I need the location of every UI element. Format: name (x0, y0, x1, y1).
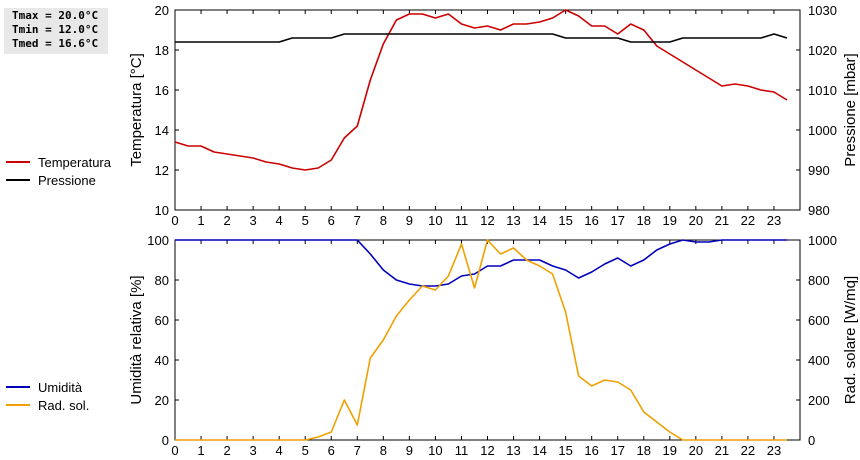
y-tick-label: 80 (155, 273, 169, 288)
x-tick-label: 8 (380, 443, 387, 458)
x-tick-label: 22 (741, 213, 755, 228)
x-tick-label: 7 (354, 443, 361, 458)
x-tick-label: 6 (328, 443, 335, 458)
x-tick-label: 11 (455, 213, 469, 228)
x-tick-label: 5 (302, 443, 309, 458)
x-tick-label: 19 (663, 443, 677, 458)
x-tick-label: 14 (532, 213, 546, 228)
x-tick-label: 22 (741, 443, 755, 458)
y-tick-label: 60 (155, 313, 169, 328)
x-tick-label: 0 (171, 213, 178, 228)
y2-tick-label: 600 (808, 313, 830, 328)
y-tick-label: 20 (155, 3, 169, 18)
x-tick-label: 7 (354, 213, 361, 228)
x-tick-label: 9 (406, 443, 413, 458)
legend-label: Umidità (38, 380, 83, 395)
x-tick-label: 21 (715, 443, 729, 458)
x-tick-label: 15 (558, 443, 572, 458)
x-tick-label: 1 (197, 443, 204, 458)
x-tick-label: 17 (610, 443, 624, 458)
x-tick-label: 2 (223, 213, 230, 228)
x-tick-label: 3 (250, 213, 257, 228)
series-line-temperatura (174, 9, 788, 171)
y-tick-label: 16 (155, 83, 169, 98)
y2-tick-label: 1030 (808, 3, 837, 18)
y2-tick-label: 400 (808, 353, 830, 368)
x-tick-label: 23 (767, 443, 781, 458)
x-tick-label: 16 (584, 443, 598, 458)
x-tick-label: 18 (637, 213, 651, 228)
x-tick-label: 21 (715, 213, 729, 228)
y-tick-label: 14 (155, 123, 169, 138)
series-line-umidit- (175, 239, 787, 287)
series-line-pressione (175, 33, 788, 43)
y2-axis-title: Rad. solare [W/mq] (842, 276, 859, 404)
tmed-text: Tmed = 16.6°C (12, 37, 99, 50)
plot-frame (174, 239, 801, 441)
y2-tick-label: 0 (808, 433, 815, 448)
y2-tick-label: 1000 (808, 233, 837, 248)
plot-frame (174, 9, 801, 211)
x-tick-label: 11 (455, 443, 469, 458)
x-tick-label: 10 (428, 443, 442, 458)
x-tick-label: 9 (406, 213, 413, 228)
y2-tick-label: 200 (808, 393, 830, 408)
x-tick-label: 4 (276, 213, 283, 228)
legend-label: Rad. sol. (38, 398, 89, 413)
legend-label: Temperatura (38, 155, 112, 170)
x-tick-label: 20 (689, 443, 703, 458)
chart-panel-2: 0 1 2 3 4 5 6 7 8 9 10 11 12 13 14 15 16 17 18 19 20 21 22 2302… (6, 233, 859, 458)
y2-tick-label: 1010 (808, 83, 837, 98)
y-axis-title: Umidità relativa [%] (128, 275, 145, 404)
y2-tick-label: 1020 (808, 43, 837, 58)
x-tick-label: 10 (428, 213, 442, 228)
x-tick-label: 15 (558, 213, 572, 228)
x-tick-label: 12 (480, 213, 494, 228)
y2-tick-label: 980 (808, 203, 830, 218)
y-tick-label: 20 (155, 393, 169, 408)
legend-label: Pressione (38, 173, 96, 188)
y-tick-label: 100 (147, 233, 169, 248)
x-tick-label: 20 (689, 213, 703, 228)
y2-tick-label: 1000 (808, 123, 837, 138)
x-tick-label: 13 (506, 443, 520, 458)
x-tick-label: 12 (480, 443, 494, 458)
y2-axis-title: Pressione [mbar] (842, 53, 859, 166)
x-tick-label: 3 (250, 443, 257, 458)
x-tick-label: 23 (767, 213, 781, 228)
x-tick-label: 13 (506, 213, 520, 228)
y-tick-label: 10 (155, 203, 169, 218)
x-tick-label: 4 (276, 443, 283, 458)
x-tick-label: 2 (223, 443, 230, 458)
tmax-text: Tmax = 20.0°C (12, 9, 99, 22)
y-tick-label: 12 (155, 163, 169, 178)
x-tick-label: 0 (171, 443, 178, 458)
y-axis-title: Temperatura [°C] (128, 53, 145, 167)
series-line-rad-sol- (175, 239, 787, 441)
x-tick-label: 8 (380, 213, 387, 228)
x-tick-label: 16 (584, 213, 598, 228)
x-tick-label: 1 (197, 213, 204, 228)
chart-panel-1: 0 1 2 3 4 5 6 7 8 9 10 11 12 13 14 15 16 17 18 19 20 21 22 2310… (6, 3, 859, 228)
x-tick-label: 6 (328, 213, 335, 228)
x-tick-label: 5 (302, 213, 309, 228)
x-tick-label: 18 (637, 443, 651, 458)
tmin-text: Tmin = 12.0°C (12, 23, 99, 36)
y2-tick-label: 800 (808, 273, 830, 288)
x-tick-label: 19 (663, 213, 677, 228)
y2-tick-label: 990 (808, 163, 830, 178)
y-tick-label: 0 (162, 433, 169, 448)
y-tick-label: 40 (155, 353, 169, 368)
y-tick-label: 18 (155, 43, 169, 58)
x-tick-label: 17 (610, 213, 624, 228)
x-tick-label: 14 (532, 443, 546, 458)
stats-box: Tmax = 20.0°C Tmin = 12.0°C Tmed = 16.6°… (4, 8, 108, 54)
